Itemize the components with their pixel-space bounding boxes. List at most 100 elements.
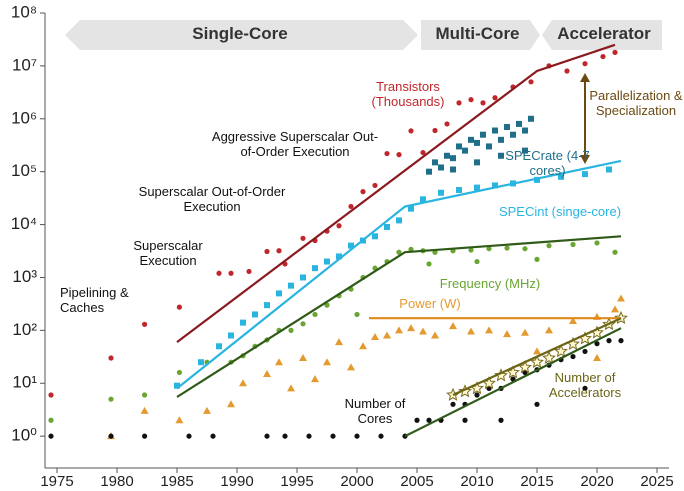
point (384, 150, 390, 157)
point (456, 187, 462, 194)
point (216, 270, 222, 276)
point (456, 143, 462, 150)
point (474, 139, 480, 146)
point (462, 147, 468, 154)
point (545, 326, 553, 334)
point (384, 223, 390, 230)
point (522, 127, 528, 134)
series-label: Transistors (Thousands) (371, 79, 445, 109)
point (372, 182, 378, 189)
x-tick-label: 2010 (460, 473, 493, 490)
series-label: SPECint (singe-core) (498, 204, 622, 219)
point (407, 324, 415, 332)
point (108, 433, 114, 439)
point (300, 321, 306, 327)
annotation: Parallelization & Specialization (589, 88, 683, 118)
x-tick-label: 1980 (100, 473, 133, 490)
point (336, 223, 342, 229)
arrow-head (580, 155, 590, 164)
point (569, 317, 577, 325)
point (240, 319, 246, 326)
point (48, 417, 54, 423)
point (533, 347, 541, 355)
point (311, 375, 319, 383)
x-tick-label: 1975 (40, 473, 73, 490)
point (438, 189, 444, 196)
point (264, 248, 270, 255)
x-tick-label: 1990 (220, 473, 253, 490)
point (108, 396, 114, 402)
point (335, 338, 343, 346)
point (371, 332, 379, 340)
point (546, 243, 552, 249)
point (444, 152, 450, 159)
point (288, 327, 294, 333)
point (516, 120, 522, 127)
point (582, 348, 588, 355)
point (306, 433, 312, 439)
point (570, 241, 576, 248)
point (203, 406, 211, 414)
point (48, 433, 54, 439)
point (288, 282, 294, 289)
point (396, 217, 402, 224)
annotation: Superscalar Out-of-Order Execution (138, 184, 286, 214)
point (142, 321, 148, 327)
series-label: SPECrate (4-7 cores) (505, 148, 590, 178)
point (48, 392, 54, 398)
point (300, 235, 306, 241)
point (530, 354, 544, 369)
point (140, 406, 149, 414)
y-tick-label: 10⁵ (11, 161, 37, 180)
trend-line (404, 327, 622, 438)
point (480, 131, 486, 138)
point (456, 100, 462, 106)
point (582, 171, 588, 178)
era-label: Single-Core (192, 24, 288, 43)
point (239, 379, 247, 387)
point (444, 121, 450, 127)
point (372, 233, 378, 240)
point (554, 344, 568, 358)
series-label: Power (W) (399, 296, 461, 311)
point (594, 341, 600, 347)
trend-line (176, 159, 622, 390)
point (282, 433, 288, 439)
point (467, 327, 475, 335)
point (593, 354, 601, 362)
point (378, 433, 384, 439)
point (246, 268, 252, 275)
point (594, 240, 600, 246)
point (582, 385, 588, 391)
point (312, 311, 318, 318)
point (264, 302, 270, 309)
era-label: Multi-Core (435, 24, 520, 43)
point (360, 189, 366, 195)
point (468, 136, 474, 143)
y-tick-label: 10⁷ (12, 55, 37, 74)
point (276, 248, 282, 254)
point (347, 363, 355, 371)
point (426, 417, 432, 423)
point (494, 368, 508, 382)
point (564, 68, 570, 74)
point (396, 152, 402, 158)
point (198, 359, 204, 366)
point (503, 330, 511, 338)
point (432, 127, 438, 134)
point (420, 196, 426, 203)
point (498, 417, 504, 423)
point (408, 205, 414, 212)
point (474, 159, 480, 166)
point (474, 184, 480, 191)
point (618, 338, 624, 344)
series-label: Frequency (MHz) (439, 276, 541, 291)
x-tick-label: 1985 (160, 473, 193, 490)
point (542, 350, 556, 364)
point (534, 176, 540, 183)
point (252, 311, 258, 318)
point (522, 246, 528, 252)
point (600, 53, 606, 60)
